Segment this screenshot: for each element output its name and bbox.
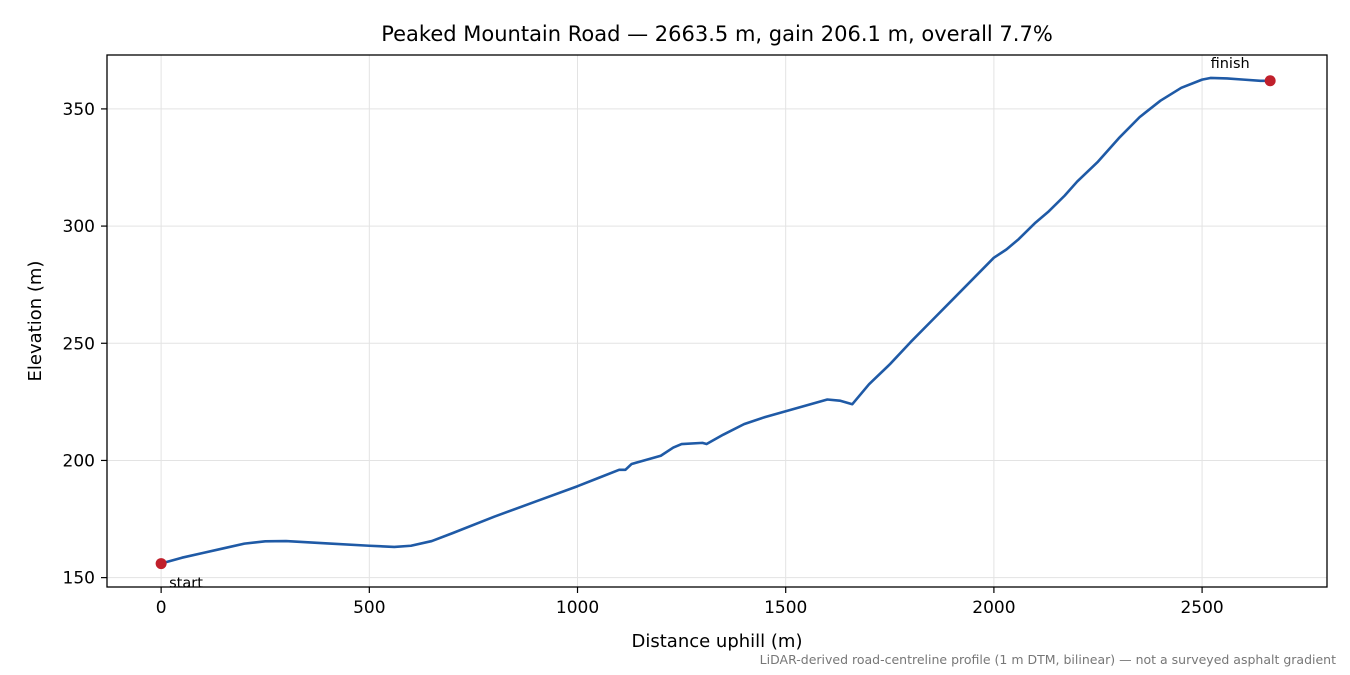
x-tick-label: 0 xyxy=(156,598,167,618)
grid-lines xyxy=(107,55,1327,587)
annotation-finish: finish xyxy=(1211,56,1250,72)
footnote-caption: LiDAR-derived road-centreline profile (1… xyxy=(760,652,1336,667)
y-tick-label: 200 xyxy=(63,451,95,471)
marker-finish xyxy=(1264,75,1276,87)
y-tick-label: 350 xyxy=(63,100,95,120)
series-lines xyxy=(159,76,1272,565)
x-tick-label: 1000 xyxy=(556,598,599,618)
y-tick-label: 150 xyxy=(63,569,95,589)
marker-start xyxy=(155,558,167,570)
x-tick-label: 500 xyxy=(353,598,385,618)
x-axis-label: Distance uphill (m) xyxy=(632,631,803,652)
endpoint-markers: start finish xyxy=(155,56,1276,592)
y-tick-label: 250 xyxy=(63,334,95,354)
chart-title: Peaked Mountain Road — 2663.5 m, gain 20… xyxy=(381,22,1053,46)
plot-area-frame xyxy=(106,54,1328,588)
elevation-profile-line xyxy=(159,76,1272,565)
x-tick-label: 2000 xyxy=(972,598,1015,618)
axis-ticks: 0 500 1000 1500 2000 2500 150 200 250 300 350 xyxy=(63,100,1224,618)
x-tick-label: 1500 xyxy=(764,598,807,618)
annotation-start: start xyxy=(169,576,203,592)
x-tick-label: 2500 xyxy=(1180,598,1223,618)
y-axis-label: Elevation (m) xyxy=(25,261,46,382)
y-tick-label: 300 xyxy=(63,217,95,237)
